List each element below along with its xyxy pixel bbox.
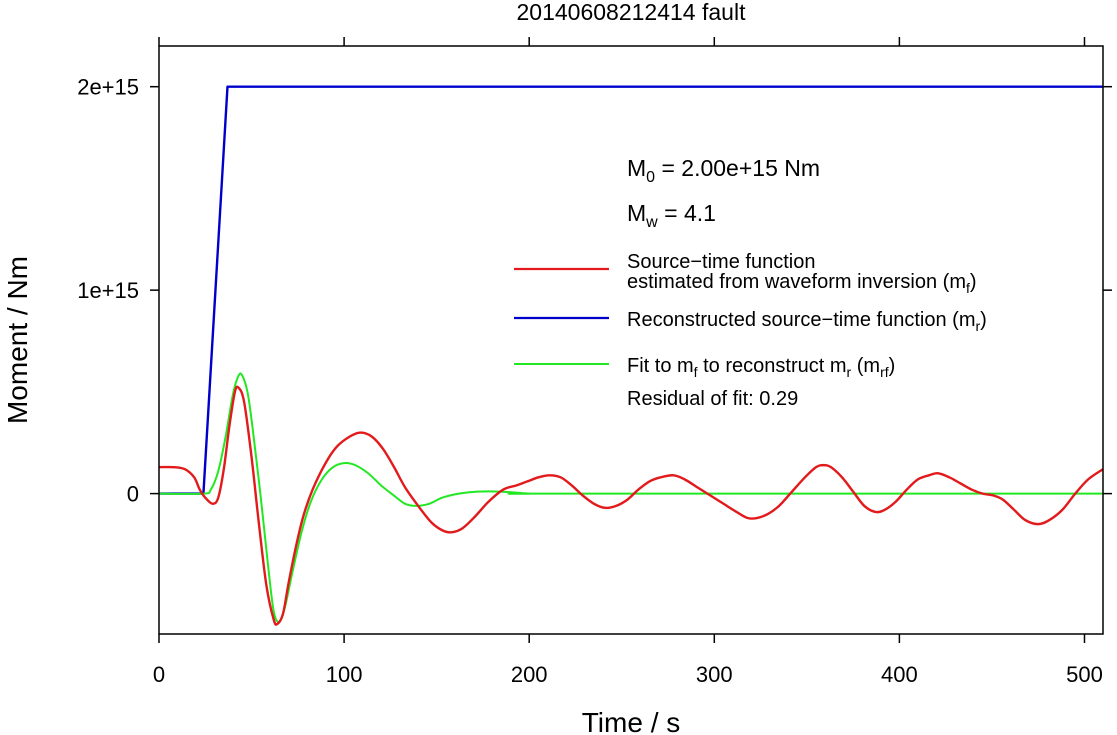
y-tick-label-2: 2e+15 (77, 75, 139, 100)
m0-annotation: M0 = 2.00e+15 Nm (627, 155, 820, 186)
x-tick-label-3: 300 (696, 662, 733, 687)
legend-label-mf-line2: estimated from waveform inversion (mf) (627, 271, 977, 296)
residual-annotation: Residual of fit: 0.29 (627, 388, 798, 410)
x-tick-label-1: 100 (326, 662, 363, 687)
y-tick-label-0: 0 (127, 482, 139, 507)
axis-ticks (150, 37, 1112, 643)
plot-lines (159, 85, 1103, 626)
y-tick-labels: 0 1e+15 2e+15 (77, 75, 139, 507)
legend-label-mrf: Fit to mf to reconstruct mr (mrf) (627, 355, 895, 380)
y-axis-label: Moment / Nm (2, 256, 33, 424)
series-line-mf (159, 385, 1103, 626)
plot-frame (158, 45, 1104, 635)
series-line-mrf (159, 372, 1103, 623)
mw-annotation: Mw = 4.1 (627, 200, 716, 231)
chart-title: 20140608212414 fault (517, 0, 747, 25)
x-tick-label-4: 400 (881, 662, 918, 687)
x-tick-label-5: 500 (1066, 662, 1103, 687)
x-tick-label-2: 200 (511, 662, 548, 687)
legend-label-mf-line1: Source−time function (627, 251, 815, 273)
x-tick-label-0: 0 (153, 662, 165, 687)
legend-label-mr: Reconstructed source−time function (mr) (627, 309, 987, 334)
x-axis-label: Time / s (582, 707, 681, 735)
y-tick-label-1: 1e+15 (77, 278, 139, 303)
legend: Source−time function estimated from wave… (514, 251, 987, 410)
x-tick-labels: 0 100 200 300 400 500 (153, 662, 1103, 687)
